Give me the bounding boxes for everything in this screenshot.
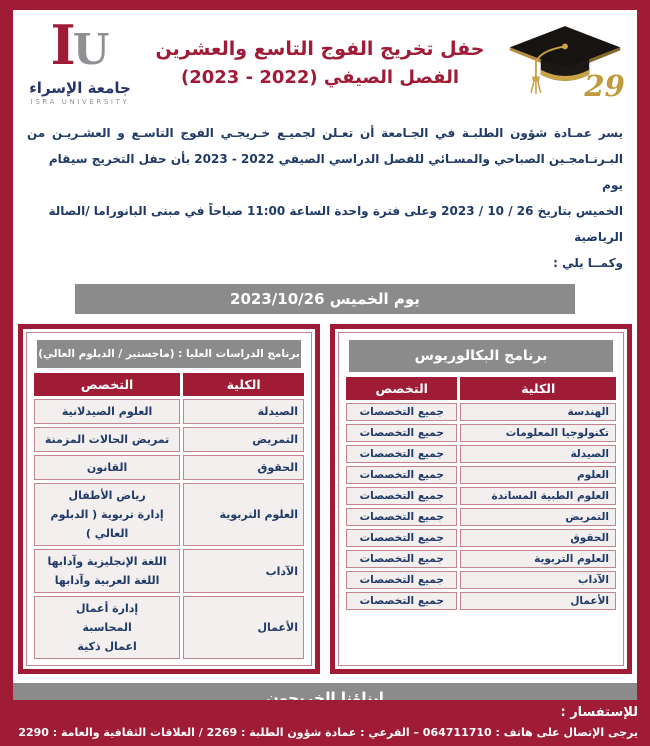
- college-cell: العلوم التربوية: [183, 483, 304, 546]
- major-column-header: التخصص: [34, 373, 181, 396]
- major-cell: جميع التخصصات: [346, 529, 458, 547]
- majors-cell: إدارة أعمال المحاسبة اعمال ذكية: [34, 596, 181, 659]
- graduate-table-title: برنامج الدراسات العليا : (ماجستير / الدب…: [37, 340, 301, 368]
- table-row: الآداب جميع التخصصات: [346, 571, 616, 589]
- college-cell: الآداب: [460, 571, 616, 589]
- logo-letter-u: U: [72, 24, 110, 74]
- graduates-section: ابناؤنا الخريجون - بروفة التخريج يوم الث…: [13, 683, 637, 700]
- major-cell: جميع التخصصات: [346, 445, 458, 463]
- table-row: تكنولوجيا المعلومات جميع التخصصات: [346, 424, 616, 442]
- logo-monogram: IU: [21, 18, 139, 77]
- table-row: الصيدلة جميع التخصصات: [346, 445, 616, 463]
- major-cell: جميع التخصصات: [346, 550, 458, 568]
- major-cell: جميع التخصصات: [346, 403, 458, 421]
- college-cell: الصيدلة: [183, 399, 304, 424]
- college-cell: الأعمال: [183, 596, 304, 659]
- major-cell: جميع التخصصات: [346, 571, 458, 589]
- table-row: العلوم جميع التخصصات: [346, 466, 616, 484]
- college-cell: التمريض: [460, 508, 616, 526]
- majors-cell: العلوم الصيدلانية: [34, 399, 181, 424]
- college-cell: تكنولوجيا المعلومات: [460, 424, 616, 442]
- major-cell: جميع التخصصات: [346, 508, 458, 526]
- programs-tables: برنامج البكالوريوس الكلية التخصص: [13, 324, 637, 674]
- bachelor-table: برنامج البكالوريوس الكلية التخصص: [330, 324, 632, 674]
- majors-cell: تمريض الحالات المزمنة: [34, 427, 181, 452]
- table-row: الأعمال إدارة أعمال المحاسبة اعمال ذكية: [34, 596, 304, 659]
- contact-footer: للإستفسار : يرجى الإتصال على هاتف : 0647…: [0, 700, 650, 746]
- logo-arabic-name: جامعة الإسراء: [29, 78, 131, 97]
- table-row: العلوم الطبية المساندة جميع التخصصات: [346, 487, 616, 505]
- major-cell: جميع التخصصات: [346, 592, 458, 610]
- graduation-cap-icon: 29: [509, 26, 625, 103]
- bachelor-header-row: الكلية التخصص: [346, 377, 616, 400]
- title-line-1: حفل تخريج الفوج التاسع والعشرين: [155, 38, 485, 60]
- table-row: الصيدلة العلوم الصيدلانية: [34, 399, 304, 424]
- college-column-header: الكلية: [460, 377, 616, 400]
- date-banner: يوم الخميس 2023/10/26: [75, 284, 575, 314]
- table-row: الحقوق القانون: [34, 455, 304, 480]
- college-cell: الحقوق: [460, 529, 616, 547]
- college-column-header: الكلية: [183, 373, 304, 396]
- table-row: العلوم التربوية رياض الأطفال إدارة تربوية…: [34, 483, 304, 546]
- intro-paragraph: يسر عمـادة شؤون الطلبـة في الجـامعة أن ت…: [13, 112, 637, 276]
- cap-number-29: 29: [583, 69, 624, 103]
- majors-cell: القانون: [34, 455, 181, 480]
- poster-content: IU جامعة الإسراء ISRA UNIVERSITY حفل تخر…: [13, 10, 637, 700]
- footer-contact-line: يرجى الإتصال على هاتف : 064711710 – الفر…: [18, 726, 638, 739]
- major-cell: جميع التخصصات: [346, 424, 458, 442]
- table-row: الأعمال جميع التخصصات: [346, 592, 616, 610]
- college-cell: الحقوق: [183, 455, 304, 480]
- table-row: الهندسة جميع التخصصات: [346, 403, 616, 421]
- table-row: العلوم التربوية جميع التخصصات: [346, 550, 616, 568]
- college-cell: العلوم الطبية المساندة: [460, 487, 616, 505]
- college-cell: العلوم التربوية: [460, 550, 616, 568]
- table-row: التمريض جميع التخصصات: [346, 508, 616, 526]
- table-row: الحقوق جميع التخصصات: [346, 529, 616, 547]
- graduation-cap-graphic: 29: [501, 18, 629, 108]
- college-cell: الصيدلة: [460, 445, 616, 463]
- intro-line: الخميس بتاريخ 26 / 10 / 2023 وعلى فترة و…: [48, 204, 623, 244]
- intro-line: وكمــا يلي :: [553, 256, 623, 270]
- college-cell: العلوم: [460, 466, 616, 484]
- intro-line: يسر عمـادة شؤون الطلبـة في الجـامعة أن ت…: [27, 126, 623, 140]
- graduate-table: برنامج الدراسات العليا : (ماجستير / الدب…: [18, 324, 320, 674]
- major-cell: جميع التخصصات: [346, 466, 458, 484]
- college-cell: الأعمال: [460, 592, 616, 610]
- intro-line: البـرنـامجـين الصباحي والمسـائي للفصل ال…: [48, 152, 623, 192]
- university-logo: IU جامعة الإسراء ISRA UNIVERSITY: [21, 18, 139, 106]
- poster-title: حفل تخريج الفوج التاسع والعشرين الفصل ال…: [139, 34, 501, 92]
- title-line-2: الفصل الصيفي (2022 - 2023): [180, 67, 460, 88]
- header: IU جامعة الإسراء ISRA UNIVERSITY حفل تخر…: [13, 10, 637, 112]
- majors-cell: رياض الأطفال إدارة تربوية ( الدبلوم العال…: [34, 483, 181, 546]
- footer-heading: للإستفسار :: [560, 705, 638, 720]
- majors-cell: اللغة الإنجليزية وآدابها اللغة العربية وآ…: [34, 549, 181, 593]
- major-column-header: التخصص: [346, 377, 458, 400]
- college-cell: الآداب: [183, 549, 304, 593]
- major-cell: جميع التخصصات: [346, 487, 458, 505]
- graduate-header-row: الكلية التخصص: [34, 373, 304, 396]
- graduates-banner: ابناؤنا الخريجون: [13, 683, 637, 700]
- logo-letter-i: I: [50, 12, 76, 77]
- logo-english-name: ISRA UNIVERSITY: [30, 97, 130, 106]
- bachelor-table-title: برنامج البكالوريوس: [349, 340, 613, 372]
- table-row: الآداب اللغة الإنجليزية وآدابها اللغة الع…: [34, 549, 304, 593]
- college-cell: التمريض: [183, 427, 304, 452]
- college-cell: الهندسة: [460, 403, 616, 421]
- table-row: التمريض تمريض الحالات المزمنة: [34, 427, 304, 452]
